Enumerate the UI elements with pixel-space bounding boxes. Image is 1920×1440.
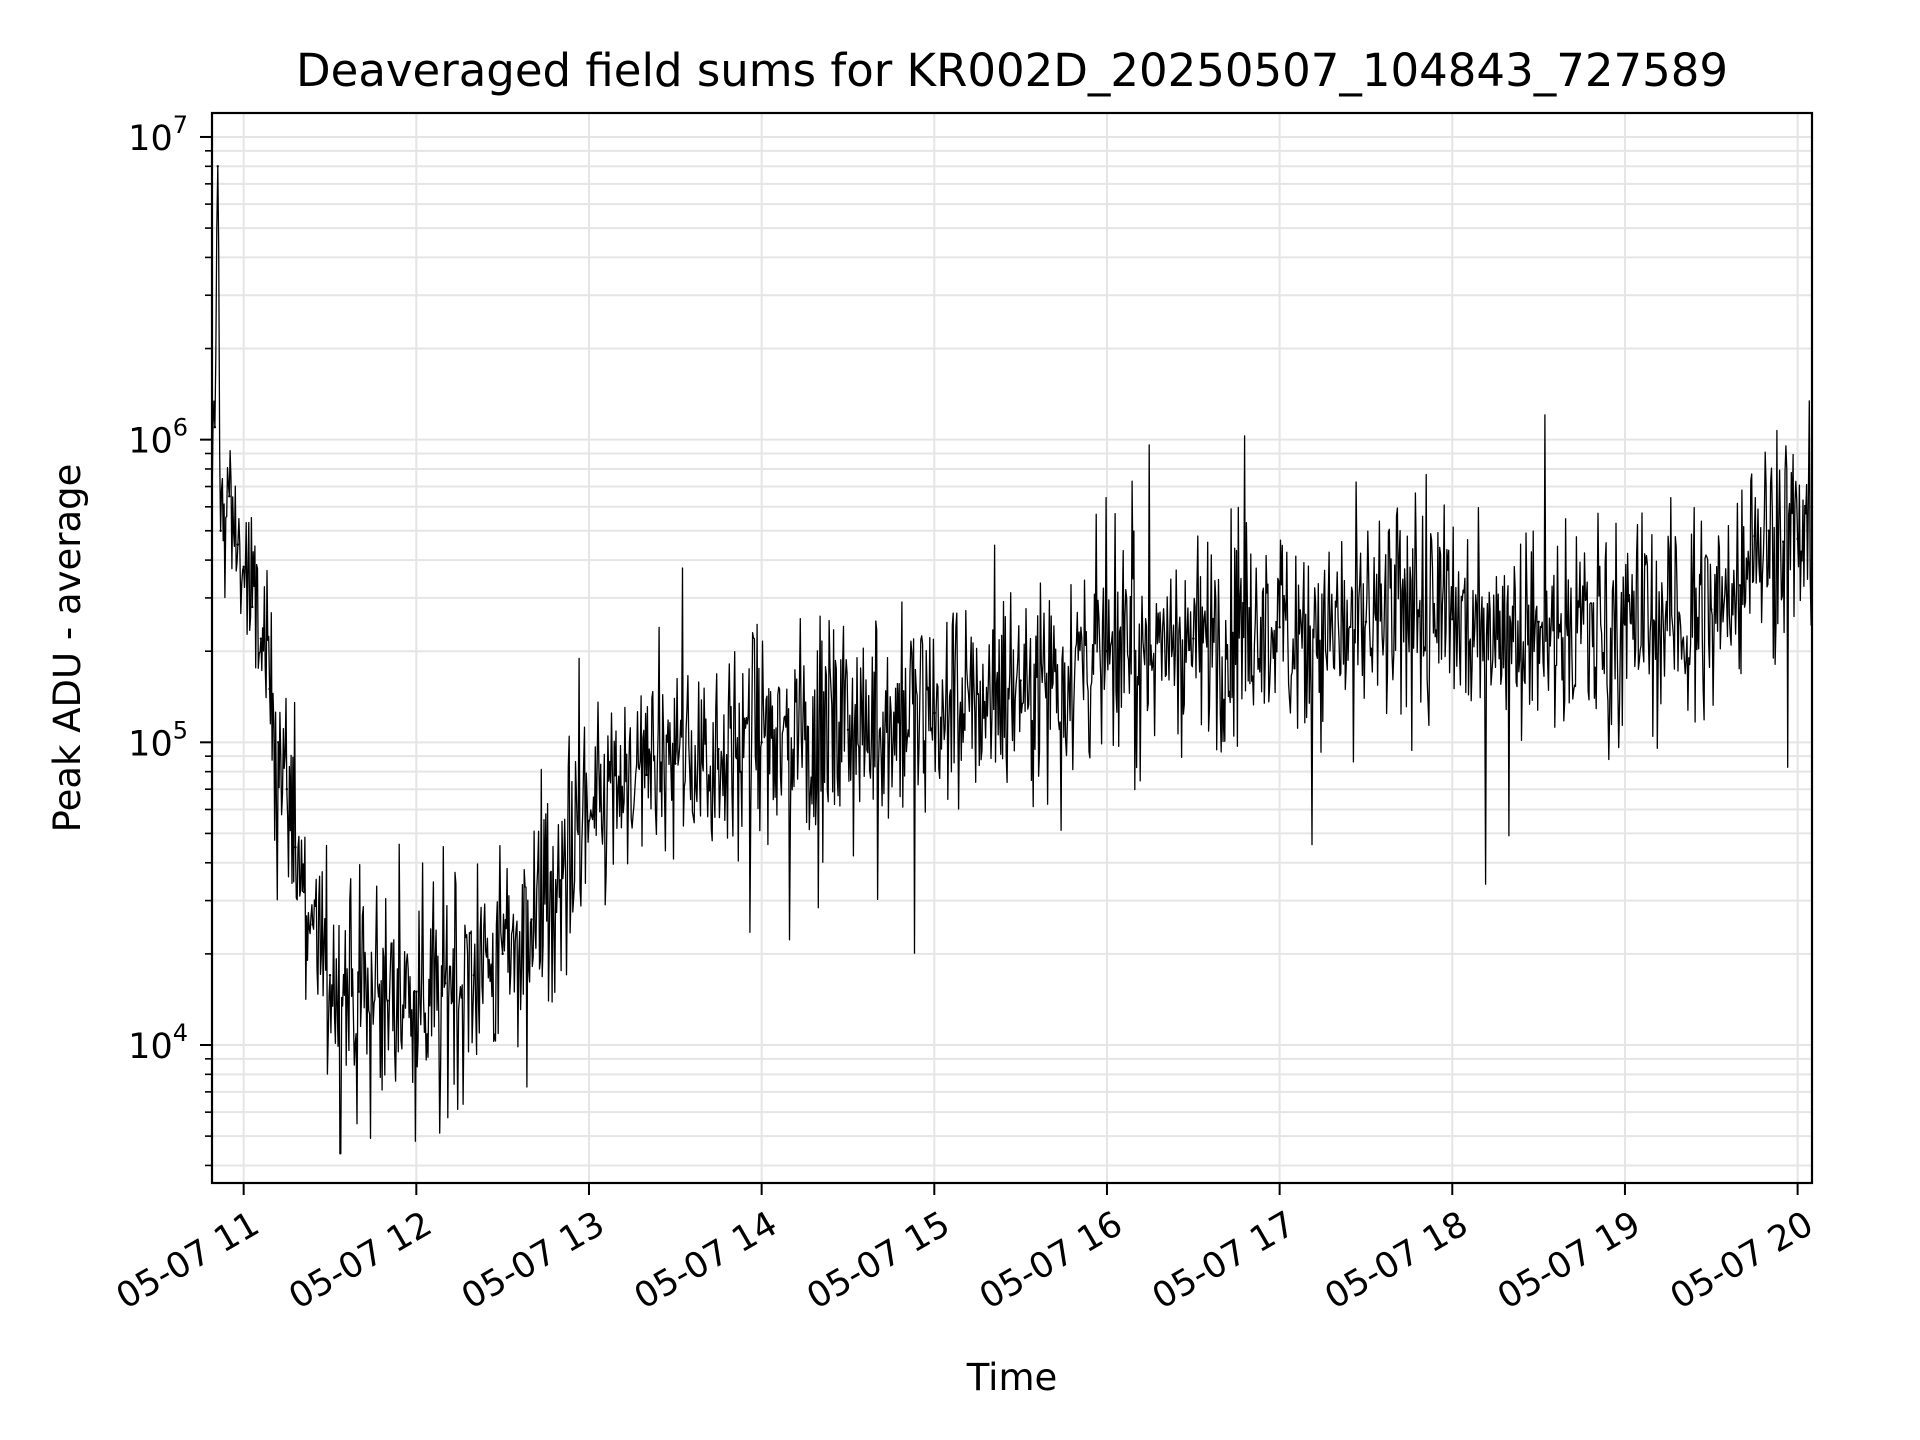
- data-point: [276, 741, 280, 744]
- data-point: [1019, 679, 1022, 682]
- data-point: [259, 637, 263, 640]
- data-point: [328, 974, 332, 977]
- data-point: [302, 890, 306, 894]
- data-point: [1278, 626, 1281, 629]
- y-axis-label: Peak ADU - average: [46, 464, 89, 833]
- chart-title: Deaveraged field sums for KR002D_2025050…: [296, 44, 1728, 97]
- data-point: [1537, 620, 1540, 624]
- data-point: [236, 543, 240, 546]
- data-point: [717, 747, 720, 751]
- data-point: [1623, 623, 1627, 626]
- data-point: [311, 923, 314, 926]
- data-point: [472, 974, 476, 977]
- data-point: [501, 952, 504, 956]
- data-point: [1782, 540, 1785, 543]
- data-point: [1767, 529, 1771, 532]
- data-point: [616, 788, 619, 791]
- data-point: [1451, 618, 1454, 621]
- data-point: [1753, 534, 1756, 538]
- data-point: [228, 495, 231, 498]
- data-point: [1105, 650, 1109, 653]
- data-point: [213, 425, 217, 429]
- data-point: [1192, 637, 1195, 640]
- data-point: [1364, 620, 1368, 624]
- plot-frame: [210, 111, 1814, 1185]
- data-point: [645, 773, 648, 777]
- data-point: [320, 952, 323, 956]
- data-point: [1796, 537, 1799, 541]
- data-point: [587, 819, 591, 823]
- data-layer: [210, 165, 1814, 1155]
- series-line: [211, 165, 1813, 1155]
- data-point: [251, 605, 254, 609]
- data-point: [219, 529, 222, 532]
- data-point: [530, 918, 533, 921]
- data-point: [242, 565, 245, 569]
- data-point: [1710, 608, 1713, 611]
- data-point: [1738, 584, 1742, 587]
- data-point: [559, 879, 562, 882]
- data-point: [674, 762, 677, 765]
- data-point: [933, 711, 936, 715]
- x-axis-label: Time: [966, 1356, 1058, 1399]
- data-point: [443, 982, 447, 985]
- data-point: [357, 990, 360, 993]
- data-point: [285, 788, 289, 791]
- data-point: [760, 741, 763, 744]
- data-point: [386, 999, 389, 1002]
- data-point: [846, 728, 850, 731]
- data-point: [294, 846, 297, 849]
- data-point: [415, 990, 418, 993]
- data-point: [216, 165, 219, 168]
- data-point: [268, 687, 271, 691]
